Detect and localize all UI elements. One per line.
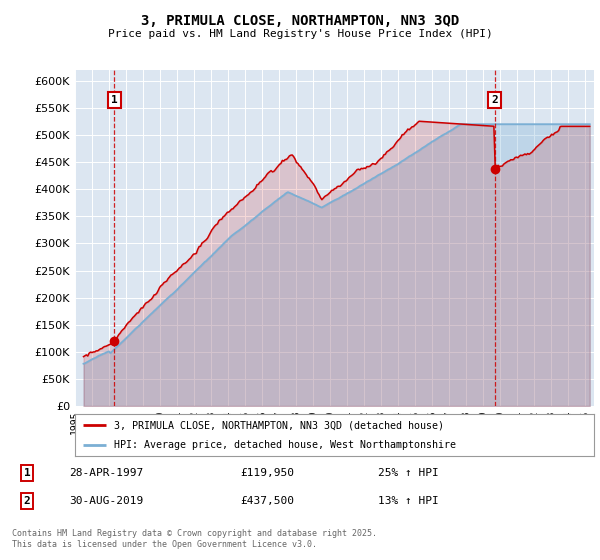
Text: HPI: Average price, detached house, West Northamptonshire: HPI: Average price, detached house, West…: [114, 441, 456, 450]
Text: 28-APR-1997: 28-APR-1997: [69, 468, 143, 478]
Text: £437,500: £437,500: [240, 496, 294, 506]
Text: 1: 1: [23, 468, 31, 478]
Text: Contains HM Land Registry data © Crown copyright and database right 2025.
This d: Contains HM Land Registry data © Crown c…: [12, 529, 377, 549]
Text: 3, PRIMULA CLOSE, NORTHAMPTON, NN3 3QD (detached house): 3, PRIMULA CLOSE, NORTHAMPTON, NN3 3QD (…: [114, 421, 444, 430]
Text: 2: 2: [491, 95, 498, 105]
Text: 1: 1: [111, 95, 118, 105]
Text: 30-AUG-2019: 30-AUG-2019: [69, 496, 143, 506]
Text: £119,950: £119,950: [240, 468, 294, 478]
Text: 2: 2: [23, 496, 31, 506]
Text: 3, PRIMULA CLOSE, NORTHAMPTON, NN3 3QD: 3, PRIMULA CLOSE, NORTHAMPTON, NN3 3QD: [141, 14, 459, 28]
Text: 13% ↑ HPI: 13% ↑ HPI: [378, 496, 439, 506]
Text: Price paid vs. HM Land Registry's House Price Index (HPI): Price paid vs. HM Land Registry's House …: [107, 29, 493, 39]
Text: 25% ↑ HPI: 25% ↑ HPI: [378, 468, 439, 478]
